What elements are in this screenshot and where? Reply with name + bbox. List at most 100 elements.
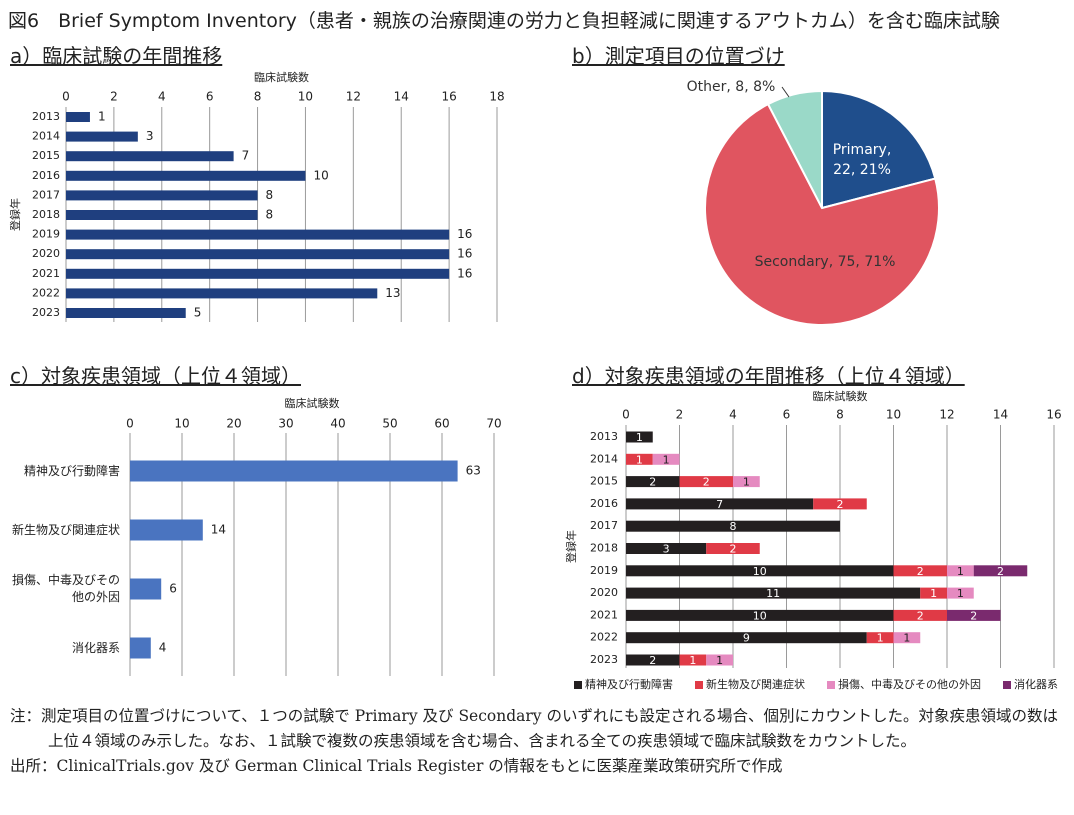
- x-tick-label: 30: [278, 417, 293, 431]
- x-tick-label: 40: [330, 417, 345, 431]
- bar: [66, 308, 186, 318]
- legend-label: 精神及び行動障害: [585, 677, 673, 691]
- y-tick-label: 2021: [590, 608, 618, 621]
- value-label: 13: [385, 286, 400, 300]
- y-tick-label-text: 消化器系: [71, 640, 120, 655]
- bar-segment: [893, 565, 947, 577]
- note: 注：測定項目の位置づけについて、１つの試験で Primary 及び Second…: [10, 707, 1058, 750]
- bar-segment: [626, 431, 653, 443]
- bar-segment: [626, 476, 680, 488]
- segment-label: 1: [636, 453, 643, 466]
- y-tick-label: 2014: [590, 452, 618, 465]
- value-label: 63: [466, 464, 481, 478]
- x-tick-label: 6: [206, 90, 214, 104]
- bar-segment: [626, 632, 867, 644]
- value-label: 6: [169, 582, 177, 596]
- segment-label: 8: [730, 520, 737, 533]
- x-tick-label: 0: [622, 408, 630, 422]
- segment-label: 1: [957, 587, 964, 600]
- segment-label: 2: [917, 609, 924, 622]
- legend-swatch: [827, 681, 835, 689]
- x-tick-label: 8: [254, 90, 262, 104]
- bar-segment: [626, 543, 707, 554]
- value-label: 8: [266, 188, 274, 202]
- segment-label: 9: [743, 632, 750, 645]
- bar-segment: [893, 609, 947, 621]
- y-tick-label: 2018: [32, 208, 60, 221]
- slice-label-text: Primary, 22, 21%: [832, 142, 892, 178]
- y-tick-label: 2015: [32, 149, 60, 162]
- chart-title: a）臨床試験の年間推移: [10, 44, 222, 68]
- x-tick-label: 4: [158, 90, 166, 104]
- value-label: 14: [211, 523, 226, 537]
- x-tick-label: 4: [729, 408, 737, 422]
- segment-label: 2: [649, 654, 656, 667]
- bar: [66, 210, 258, 220]
- segment-label: 2: [917, 565, 924, 578]
- bar-segment: [626, 520, 840, 532]
- y-tick-label-text: 損傷、中毒及びその他の外因: [11, 573, 120, 604]
- bar-segment: [920, 587, 947, 599]
- bar-segment: [706, 543, 760, 554]
- bar: [66, 151, 234, 162]
- segment-label: 1: [930, 587, 937, 600]
- y-tick-label: 2016: [590, 497, 618, 510]
- x-tick-label: 18: [489, 90, 504, 104]
- value-label: 16: [457, 247, 472, 261]
- value-label: 16: [457, 266, 472, 280]
- x-tick-label: 10: [298, 90, 313, 104]
- y-tick-label: 2020: [32, 247, 60, 260]
- value-label: 3: [146, 129, 154, 143]
- value-label: 5: [194, 306, 202, 320]
- pie-slice: [704, 102, 940, 326]
- legend-swatch: [695, 681, 703, 689]
- value-label: 4: [159, 641, 167, 655]
- bar-segment: [973, 565, 1028, 577]
- y-tick-label: 2015: [590, 475, 618, 488]
- y-tick-label-text: 精神及び行動障害: [23, 463, 120, 478]
- y-tick-label: 2013: [590, 430, 618, 443]
- x-tick-label: 70: [486, 417, 501, 431]
- chart-title: b）測定項目の位置づけ: [572, 44, 785, 68]
- segment-label: 2: [649, 476, 656, 489]
- y-tick-label: 2019: [590, 564, 618, 577]
- y-tick-label: 新生物及び関連症状: [12, 523, 120, 537]
- x-axis-label: 臨床試験数: [813, 389, 868, 403]
- segment-label: 3: [663, 543, 670, 556]
- bar-segment: [947, 565, 974, 577]
- bar-segment: [679, 654, 707, 666]
- y-tick-label: 2014: [32, 130, 60, 143]
- x-tick-label: 14: [394, 90, 409, 104]
- y-tick-label: 2018: [590, 542, 618, 555]
- x-tick-label: 8: [836, 408, 844, 422]
- y-axis-label: 登録年: [564, 530, 578, 563]
- segment-label: 10: [753, 609, 767, 622]
- segment-label: 2: [730, 543, 737, 556]
- y-tick-label: 損傷、中毒及びその他の外因: [11, 573, 120, 604]
- x-tick-label: 16: [441, 90, 456, 104]
- y-tick-label: 2022: [590, 631, 618, 644]
- bar: [66, 190, 258, 201]
- bar: [66, 268, 450, 279]
- y-tick-label: 2023: [590, 653, 618, 666]
- x-tick-label: 14: [993, 408, 1008, 422]
- x-axis-label: 臨床試験数: [285, 396, 340, 410]
- segment-label: 2: [970, 609, 977, 622]
- x-tick-label: 50: [382, 417, 397, 431]
- segment-label: 1: [903, 632, 910, 645]
- slice-label: Other, 8, 8%: [687, 79, 776, 95]
- pie-slice: [766, 89, 823, 209]
- y-tick-label: 消化器系: [71, 640, 120, 655]
- x-tick-label: 10: [174, 417, 189, 431]
- x-tick-label: 0: [62, 90, 70, 104]
- value-label: 7: [242, 149, 250, 163]
- segment-label: 1: [957, 565, 964, 578]
- y-tick-label: 精神及び行動障害: [23, 463, 120, 478]
- bar-segment: [813, 498, 867, 510]
- y-tick-label: 2020: [590, 586, 618, 599]
- legend-label: 損傷、中毒及びその他の外因: [838, 677, 981, 691]
- bar: [66, 170, 306, 181]
- bar-segment: [866, 632, 894, 644]
